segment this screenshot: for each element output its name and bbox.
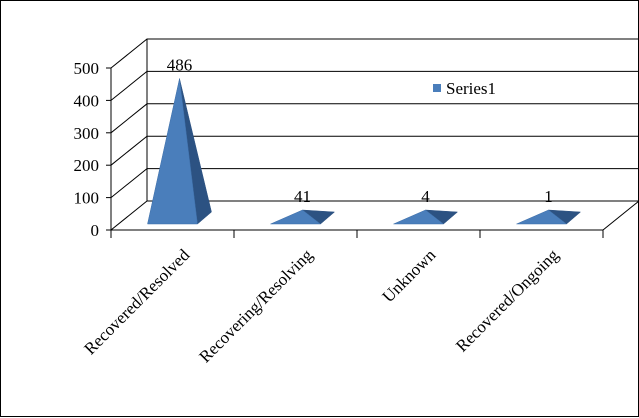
y-tick-label: 200 (74, 156, 100, 175)
data-label: 486 (167, 56, 193, 75)
pyramid-bar (516, 209, 582, 225)
x-category-label: Recovering/Resolving (195, 245, 316, 366)
y-axis: 0 100 200 300 400 500 (74, 59, 112, 240)
y-tick-label: 0 (91, 221, 100, 240)
y-tick-label: 500 (74, 59, 100, 78)
data-label: 41 (294, 187, 311, 206)
gridline (110, 135, 639, 166)
pyramid-front-face (147, 78, 198, 225)
data-label: 4 (421, 187, 430, 206)
gridline (110, 70, 639, 101)
gridline (110, 38, 639, 69)
pyramid-front-face (270, 209, 322, 225)
y-tick-label: 100 (74, 189, 100, 208)
legend-label: Series1 (446, 79, 496, 98)
x-category-label: Recovered/Resolved (80, 245, 193, 358)
legend: Series1 (433, 79, 496, 98)
back-wall-edge (147, 38, 639, 201)
x-category-label: Unknown (378, 245, 439, 306)
y-tick-label: 400 (74, 91, 100, 110)
pyramid-bar (393, 209, 459, 225)
pyramid-bar (270, 209, 336, 225)
pyramid-front-face (516, 209, 568, 225)
x-axis: Recovered/Resolved Recovering/Resolving Un… (80, 230, 604, 366)
legend-swatch (433, 84, 441, 92)
data-label: 1 (544, 187, 553, 206)
gridline (110, 103, 639, 134)
y-tick-label: 300 (74, 124, 100, 143)
x-category-label: Recovered/Ongoing (452, 245, 563, 356)
gridlines (110, 38, 639, 198)
floor-outline (109, 200, 639, 231)
pyramid-front-face (393, 209, 445, 225)
pyramid-bar (147, 78, 212, 225)
gridline (110, 168, 639, 198)
series-marks (147, 78, 582, 225)
